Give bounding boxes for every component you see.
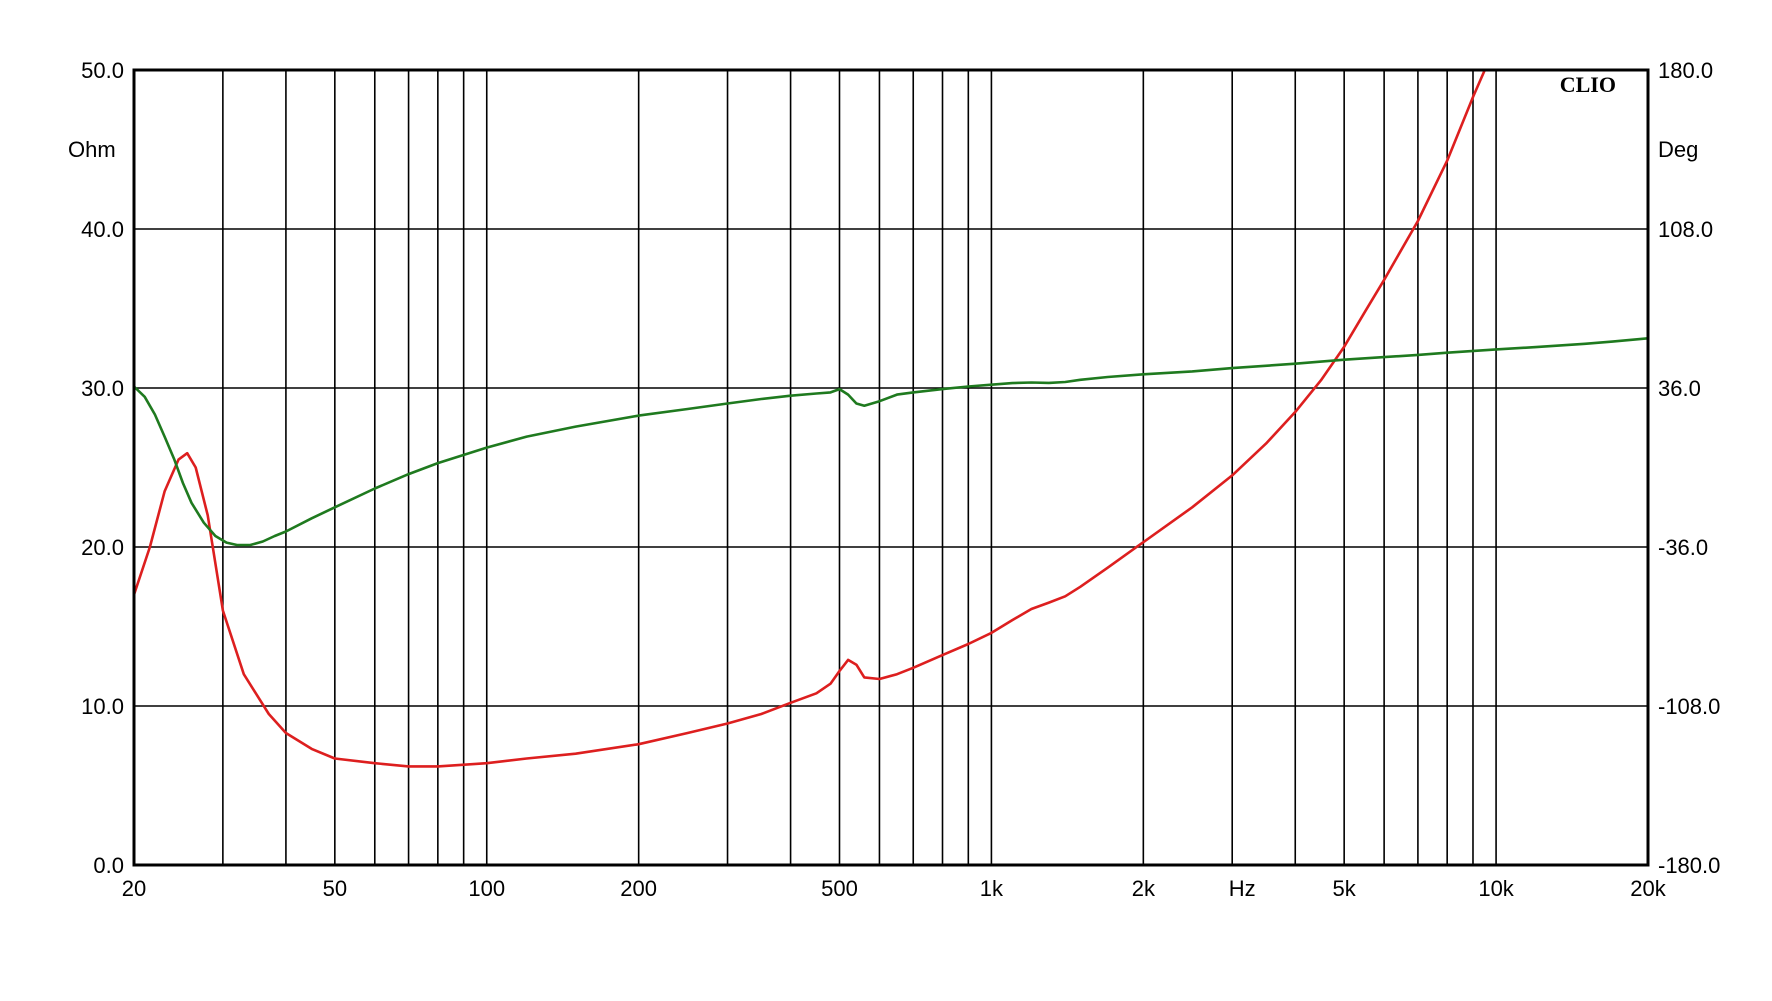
y-left-tick-label: 0.0	[93, 853, 124, 878]
y-right-tick-label: 180.0	[1658, 58, 1713, 83]
x-tick-label: 50	[323, 876, 347, 901]
y-right-tick-label: 36.0	[1658, 376, 1701, 401]
y-right-tick-label: -180.0	[1658, 853, 1720, 878]
x-tick-label: 10k	[1478, 876, 1514, 901]
y-right-unit-label: Deg	[1658, 137, 1698, 162]
brand-watermark: CLIO	[1560, 72, 1616, 97]
x-tick-label: 500	[821, 876, 858, 901]
y-left-tick-label: 50.0	[81, 58, 124, 83]
y-right-tick-label: -108.0	[1658, 694, 1720, 719]
plot-frame	[132, 68, 1650, 867]
y-right-tick-label: -36.0	[1658, 535, 1708, 560]
y-left-tick-label: 10.0	[81, 694, 124, 719]
y-left-unit-label: Ohm	[68, 137, 116, 162]
x-tick-label: 20k	[1630, 876, 1666, 901]
y-left-tick-label: 30.0	[81, 376, 124, 401]
y-left-tick-label: 20.0	[81, 535, 124, 560]
y-right-tick-label: 108.0	[1658, 217, 1713, 242]
data-series	[134, 70, 1648, 768]
impedance-curve	[134, 70, 1487, 768]
x-tick-label: 2k	[1132, 876, 1156, 901]
x-tick-label: 200	[620, 876, 657, 901]
phase-curve	[134, 337, 1648, 547]
x-tick-label: Hz	[1229, 876, 1256, 901]
y-left-tick-label: 40.0	[81, 217, 124, 242]
x-tick-label: 20	[122, 876, 146, 901]
axis-labels: Ohm Deg CLIO 20 50 100 200 500 1k 2k Hz 5k 10k 20k…	[68, 58, 1720, 901]
x-tick-label: 5k	[1333, 876, 1357, 901]
x-tick-label: 1k	[980, 876, 1004, 901]
x-tick-label: 100	[468, 876, 505, 901]
